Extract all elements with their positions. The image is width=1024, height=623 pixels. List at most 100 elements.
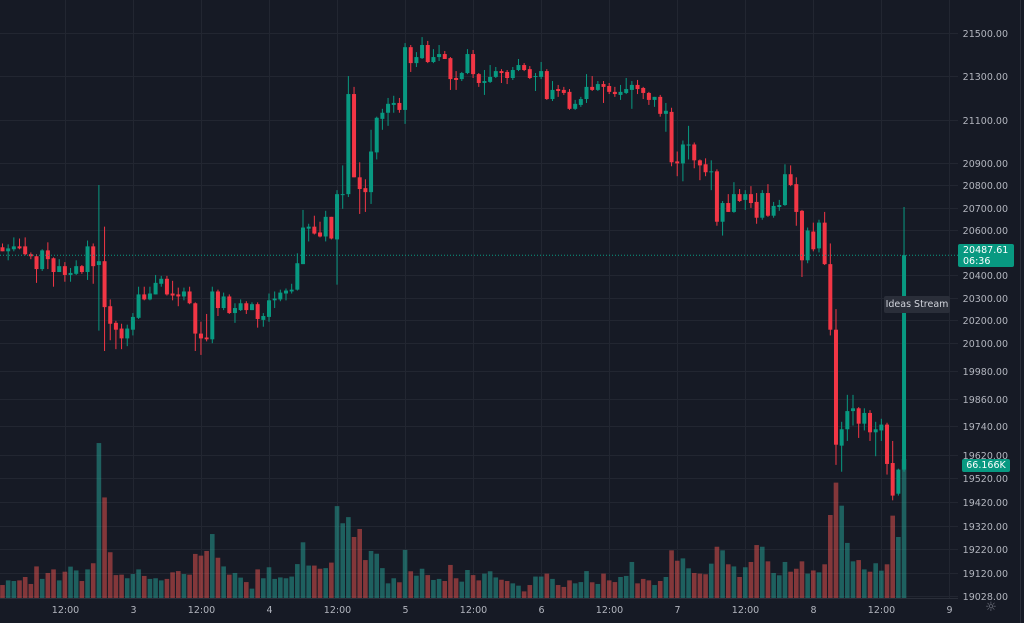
volume-bar — [141, 575, 147, 599]
candle-body — [590, 86, 595, 90]
candle — [96, 185, 101, 331]
volume-bar — [391, 578, 397, 599]
volume-bar — [754, 545, 759, 599]
candle — [828, 243, 833, 336]
candle — [607, 82, 612, 95]
candle — [159, 275, 164, 287]
candle-body — [737, 194, 742, 202]
time-axis[interactable]: 12:00 3 12:00 4 12:00 5 12:00 6 12:00 7 12:00 8 12:0… — [52, 605, 953, 616]
candle-body — [6, 248, 11, 252]
volume-bar — [215, 557, 221, 599]
price-axis[interactable]: 21500.00 21300.00 21100.00 20900.00 20800.00… — [963, 29, 1008, 603]
volume-bar — [850, 561, 856, 599]
candle — [760, 190, 765, 220]
candle-body — [777, 205, 782, 208]
volume-bar — [5, 580, 11, 599]
ideas-stream-button[interactable]: Ideas Stream — [884, 296, 950, 313]
candle — [833, 309, 838, 465]
candle — [176, 287, 181, 307]
candle-body — [868, 412, 873, 433]
y-tick-label: 19420.00 — [963, 498, 1008, 509]
candle — [652, 96, 657, 107]
candle-body — [607, 86, 612, 92]
candle — [11, 237, 16, 252]
candle-body — [493, 71, 498, 77]
volume-bar — [589, 582, 595, 599]
candle — [448, 57, 453, 90]
candle-body — [760, 193, 765, 218]
volume-bar — [425, 575, 431, 599]
volume-bar — [714, 546, 720, 599]
candle — [748, 186, 753, 208]
candle-body — [386, 103, 391, 113]
candle-body — [113, 322, 118, 330]
volume-bar — [862, 569, 867, 599]
candle — [329, 216, 334, 240]
candle-body — [153, 282, 158, 295]
candle — [164, 275, 169, 296]
candle — [556, 84, 561, 97]
candle-body — [505, 71, 510, 79]
candle-body — [584, 86, 589, 100]
candle-body — [40, 250, 45, 270]
y-tick-label: 20700.00 — [963, 204, 1008, 215]
candle-body — [816, 222, 821, 249]
volume-bar — [896, 537, 901, 599]
candle-body — [601, 84, 606, 87]
y-tick-label: 19120.00 — [963, 569, 1008, 580]
candle-body — [454, 78, 459, 80]
y-tick-label: 20400.00 — [963, 271, 1008, 282]
candle-body — [890, 463, 895, 496]
candle-body — [533, 76, 538, 78]
volume-bar — [312, 565, 317, 599]
candle-body — [544, 71, 549, 100]
candle-body — [374, 117, 379, 153]
candle-body — [522, 65, 527, 71]
candle-body — [210, 291, 215, 340]
volume-bar — [782, 561, 788, 599]
candle-body — [754, 201, 759, 218]
candle — [335, 190, 340, 285]
x-tick-label: 3 — [130, 605, 136, 616]
x-tick-label: 12:00 — [52, 605, 79, 616]
candle-body — [380, 112, 385, 119]
candle-body — [357, 177, 362, 190]
last-volume-label: 66.166K — [962, 459, 1010, 472]
candle-body — [295, 263, 300, 290]
candle — [692, 142, 697, 169]
volume-bar — [901, 458, 907, 599]
candle — [669, 107, 674, 167]
candle-body — [45, 250, 50, 260]
volume-bar — [329, 562, 334, 599]
volume-bar — [90, 563, 96, 599]
gear-icon[interactable]: ☼ — [985, 600, 997, 615]
candle — [873, 421, 878, 457]
candle-body — [856, 408, 861, 424]
candle-body — [108, 306, 113, 324]
volume-bar — [572, 583, 578, 599]
volume-bar — [771, 572, 776, 599]
volume-bar — [867, 571, 873, 599]
volume-bar — [402, 549, 408, 599]
candle — [425, 40, 430, 64]
volume-bar — [623, 575, 629, 599]
volume-bar — [504, 581, 510, 599]
volume-bar — [476, 580, 482, 599]
volume-bar — [283, 578, 289, 599]
candle-body — [510, 70, 515, 79]
candle-body — [658, 96, 663, 114]
candle — [714, 169, 719, 226]
volume-bar — [102, 497, 107, 599]
candle-body — [697, 160, 702, 166]
candle-body — [147, 293, 152, 300]
volume-bar — [453, 578, 459, 599]
candle-body — [198, 333, 203, 339]
candle — [612, 86, 617, 97]
candle-body — [805, 230, 810, 261]
candle — [641, 86, 646, 100]
volume-bar — [17, 580, 22, 599]
volume-bar — [708, 563, 714, 599]
volume-bar — [595, 583, 601, 599]
volume-bar — [493, 577, 499, 599]
